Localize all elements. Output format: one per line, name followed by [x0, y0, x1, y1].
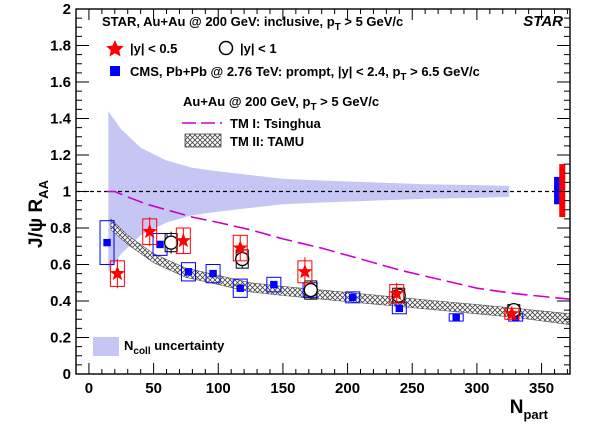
legend-top: STAR, Au+Au @ 200 GeV: inclusive, pT > 5…: [102, 14, 480, 83]
legend-ncoll-label: Ncoll uncertainty: [124, 338, 225, 357]
star-point-2: [142, 223, 158, 239]
legend-model-header: Au+Au @ 200 GeV, pT > 5 GeV/c: [183, 94, 379, 113]
legend-circle-marker: [218, 40, 234, 56]
legend-cms-label: CMS, Pb+Pb @ 2.76 TeV: prompt, |y| < 2.4…: [130, 64, 480, 83]
y-tick-label: 0.2: [50, 330, 71, 347]
cms-point-2: [156, 240, 164, 249]
legend-tm1-label: TM I: Tsinghua: [230, 116, 322, 131]
cms-point-8: [349, 293, 357, 302]
star-point-5: [297, 263, 313, 279]
x-axis-title: Npart: [510, 397, 549, 422]
x-tick-label: 200: [335, 380, 360, 397]
legend-ncoll-swatch: [93, 337, 119, 356]
legend-models: Au+Au @ 200 GeV, pT > 5 GeV/c TM I: Tsin…: [182, 94, 379, 149]
legend-tm2-swatch: [184, 133, 222, 148]
circle-point-1: [163, 235, 179, 250]
cms-sys-box-5: [232, 278, 248, 298]
tm2-tamu-band: [110, 218, 571, 326]
axes: 0 50 100 150 200 250 300 350 0 0.2 0.4 0.6 0.8 1 1.2 1.…: [50, 1, 571, 397]
global-uncertainty-bar-2: [559, 164, 566, 218]
star-point-7: [504, 305, 520, 321]
star-point-1: [109, 265, 125, 281]
legend-star-label: |y| < 0.5: [130, 41, 177, 56]
cms-point-5: [236, 284, 244, 292]
star-point-6: [389, 285, 405, 301]
x-tick-label: 0: [85, 380, 93, 397]
x-tick-label: 100: [206, 380, 231, 397]
cms-sys-box-1: [99, 220, 115, 265]
x-tick-label: 150: [270, 380, 295, 397]
legend-square-marker: [110, 66, 120, 76]
y-tick-label: 2: [63, 1, 71, 18]
cms-point-9: [395, 304, 403, 312]
cms-point-6: [270, 280, 278, 289]
x-tick-label: 250: [400, 380, 425, 397]
cms-point-4: [209, 269, 217, 278]
x-tick-label: 50: [145, 380, 162, 397]
global-uncertainty-bar-1: [554, 176, 561, 205]
plot-area: [76, 111, 571, 326]
y-tick-label: 0.8: [50, 220, 71, 237]
y-tick-label: 0.6: [50, 257, 71, 274]
cms-point-3: [184, 268, 193, 276]
star-point-4: [232, 240, 248, 255]
tm1-tsinghua-curve: [107, 190, 571, 300]
cms-point-10: [452, 313, 460, 322]
x-tick-label: 300: [464, 380, 489, 397]
star-point-3: [175, 232, 191, 248]
legend-ncoll: Ncoll uncertainty: [93, 337, 225, 357]
experiment-label: STAR: [523, 13, 563, 30]
y-tick-label: 0: [63, 366, 71, 383]
legend-header: STAR, Au+Au @ 200 GeV: inclusive, pT > 5…: [102, 14, 403, 33]
y-tick-label: 1.2: [50, 147, 71, 164]
y-tick-label: 1.4: [50, 111, 72, 128]
y-tick-label: 1: [63, 184, 71, 201]
cms-sys-box-4: [205, 264, 221, 284]
legend-star-marker: [106, 40, 124, 57]
y-tick-label: 0.4: [50, 293, 72, 310]
y-tick-label: 1.8: [50, 38, 71, 55]
legend-circle-label: |y| < 1: [240, 41, 277, 56]
cms-sys-box-6: [266, 276, 282, 293]
x-tick-label: 350: [529, 380, 554, 397]
cms-sys-box-8: [345, 291, 361, 304]
legend-tm2-label: TM II: TAMU: [230, 134, 304, 149]
cms-sys-box-3: [181, 262, 197, 282]
y-tick-label: 1.6: [50, 74, 71, 91]
cms-point-1: [103, 238, 111, 247]
circle-point-3: [303, 282, 318, 298]
y-axis-title: J/ψ RAA: [26, 179, 51, 248]
